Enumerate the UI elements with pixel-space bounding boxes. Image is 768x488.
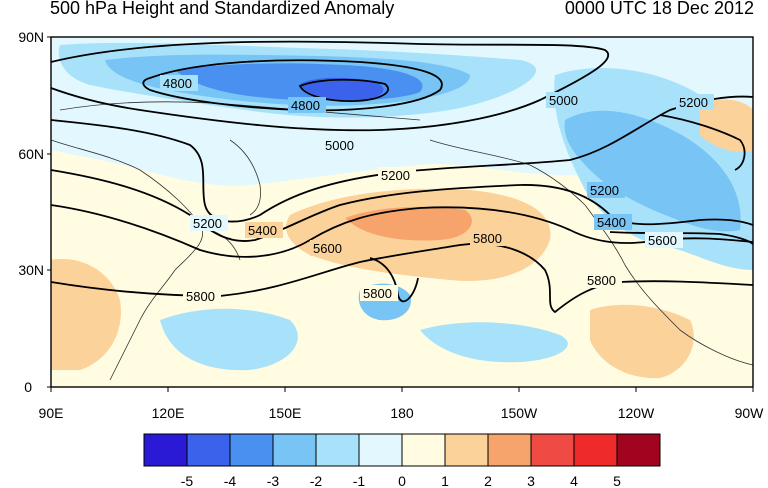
colorbar-label: -4 [224, 473, 237, 488]
colorbar-label: 5 [613, 473, 621, 488]
lat-tick-label: 30N [18, 262, 44, 278]
lon-tick-label: 90E [39, 405, 64, 421]
contour-5200 [50, 95, 754, 223]
contour-label: 5200 [193, 216, 222, 231]
colorbar-swatch [487, 433, 532, 467]
contour-label: 4800 [163, 76, 192, 91]
anomaly-minus2-eastpac [564, 110, 741, 232]
contour-label: 5600 [648, 233, 677, 248]
contour-5600-east [609, 231, 754, 245]
colorbar-swatch [616, 433, 661, 467]
lon-tick-label: 180 [390, 405, 414, 421]
contour-label: 5000 [325, 138, 354, 153]
colorbar-swatch [229, 433, 274, 467]
contour-label: 5400 [597, 215, 626, 230]
contour-label: 5800 [587, 273, 616, 288]
lat-tick-label: 90N [18, 29, 44, 45]
anomaly-minus1-tropic [420, 322, 568, 363]
lat-tick-label: 60N [18, 146, 44, 162]
anomaly-plus1-eastpac-south [590, 304, 694, 379]
lon-tick-label: 90W [735, 405, 765, 421]
coastlines [50, 101, 754, 381]
contour-5000 [50, 40, 609, 132]
map-datetime: 0000 UTC 18 Dec 2012 [564, 0, 754, 18]
lon-tick-label: 120E [152, 405, 185, 421]
colorbar-swatch [401, 433, 446, 467]
contour-5200-ne [659, 114, 746, 171]
colorbar-swatch [444, 433, 489, 467]
colorbar-swatch [530, 433, 575, 467]
anomaly-plus1-northeast [700, 99, 753, 152]
colorbar-label: -3 [267, 473, 280, 488]
colorbar: -5 -4 -3 -2 -1 0 1 2 3 4 5 [143, 433, 661, 488]
coastline-kamchatka [229, 139, 261, 216]
contour-5400 [50, 169, 754, 242]
contour-4800 [142, 59, 443, 112]
colorbar-swatch [143, 433, 188, 467]
contour-label: 5800 [473, 231, 502, 246]
anomaly-minus1-southwest [160, 308, 298, 371]
colorbar-label: 1 [441, 473, 449, 488]
contour-labels: 4800 4800 5000 5000 5200 5200 5200 5400 … [160, 75, 714, 304]
longitude-axis: 90E 120E 150E 180 150W 120W 90W [39, 387, 765, 421]
colorbar-label: 3 [527, 473, 535, 488]
contour-label: 5200 [381, 168, 410, 183]
lon-tick-label: 150W [501, 405, 538, 421]
colorbar-label: 0 [398, 473, 406, 488]
anomaly-shading [51, 37, 753, 387]
anomaly-minus4-core [300, 77, 384, 101]
colorbar-swatch [315, 433, 360, 467]
anomaly-plus2-midpac [345, 206, 472, 241]
coastline-asia [50, 139, 204, 381]
colorbar-swatch [272, 433, 317, 467]
lon-tick-label: 150E [269, 405, 302, 421]
colorbar-swatch [573, 433, 618, 467]
colorbar-label: 4 [570, 473, 578, 488]
contour-label: 5200 [590, 183, 619, 198]
colorbar-swatch [358, 433, 403, 467]
contour-label: 5800 [186, 289, 215, 304]
contour-label: 5600 [313, 241, 342, 256]
colorbar-label: -1 [353, 473, 366, 488]
contour-label: 5000 [549, 93, 578, 108]
colorbar-swatch [186, 433, 231, 467]
colorbar-label: -2 [310, 473, 323, 488]
contour-label: 5400 [248, 223, 277, 238]
contour-label: 4800 [291, 98, 320, 113]
latitude-axis: 90N 60N 30N 0 [18, 29, 51, 395]
colorbar-label: -5 [181, 473, 194, 488]
lon-tick-label: 120W [618, 405, 655, 421]
coastline-arctic [59, 101, 421, 121]
lat-tick-label: 0 [24, 379, 32, 395]
anomaly-plus1-seasia [51, 259, 121, 370]
map-title: 500 hPa Height and Standardized Anomaly [50, 0, 395, 18]
colorbar-label: 2 [484, 473, 492, 488]
contour-label: 5200 [679, 95, 708, 110]
contour-label: 5800 [363, 286, 392, 301]
coastline-north-america [584, 204, 754, 366]
